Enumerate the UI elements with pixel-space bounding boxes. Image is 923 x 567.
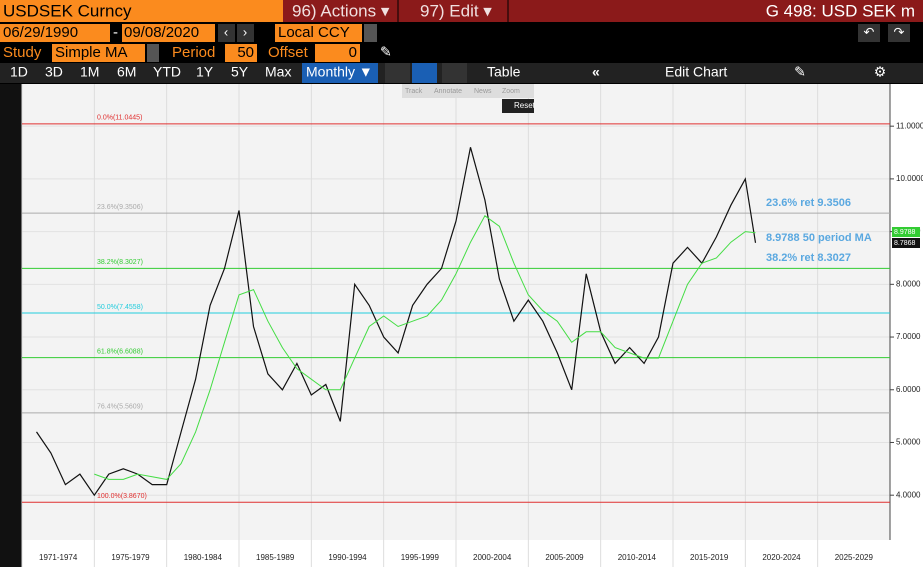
range-button[interactable]: 5Y	[231, 64, 249, 80]
last-value-label: 8.9788	[894, 229, 916, 236]
study-label: Study	[3, 44, 42, 61]
range-button[interactable]: 1Y	[196, 64, 214, 80]
palette-tool[interactable]: Annotate	[434, 88, 462, 95]
x-tick-label: 2000-2004	[473, 553, 512, 562]
x-tick-label: 1990-1994	[328, 553, 367, 562]
range-button[interactable]: 1D	[10, 64, 28, 80]
x-tick-label: 2010-2014	[618, 553, 657, 562]
bar-chart-button[interactable]	[412, 63, 437, 83]
annotation: 8.9788 50 period MA	[766, 232, 872, 244]
x-tick-label: 1995-1999	[401, 553, 440, 562]
study-field[interactable]	[52, 44, 145, 62]
retracement-label: 0.0%(11.0445)	[97, 115, 142, 122]
redo-button[interactable]	[888, 24, 910, 42]
frequency-button[interactable]	[302, 63, 378, 83]
start-date-field[interactable]	[0, 24, 110, 42]
security: USDSEK Curncy	[3, 1, 132, 20]
palette-tool[interactable]: News	[474, 88, 492, 95]
range-button[interactable]: 3D	[45, 64, 63, 80]
chart-type-dropdown[interactable]	[442, 63, 467, 83]
settings-button[interactable]: ⚙	[874, 64, 887, 80]
x-tick-label: 2015-2019	[690, 553, 729, 562]
end-date-field[interactable]	[122, 24, 215, 42]
period-label: Period	[172, 44, 215, 61]
period-field[interactable]	[225, 44, 257, 62]
end-date: 09/08/2020	[124, 24, 199, 41]
edit-menu[interactable]: 97) Edit ▾	[420, 1, 492, 20]
range-button[interactable]: YTD	[153, 64, 181, 80]
series-line	[36, 147, 757, 497]
prev-icon: ‹	[224, 24, 228, 39]
collapse-button[interactable]: «	[592, 64, 600, 80]
y-tick-label: 6.0000	[896, 385, 921, 394]
offset-value: 0	[349, 44, 357, 61]
palette-tool[interactable]: Zoom	[502, 88, 520, 95]
y-tick-label: 7.0000	[896, 332, 921, 341]
range-button[interactable]: 6M	[117, 64, 136, 80]
retracement-label: 38.2%(8.3027)	[97, 259, 143, 266]
annotation: 23.6% ret 9.3506	[766, 197, 851, 209]
y-tick-label: 5.0000	[896, 438, 921, 447]
retracement-label: 50.0%(7.4558)	[97, 304, 143, 311]
currency: Local CCY	[278, 24, 350, 41]
retracement-label: 23.6%(9.3506)	[97, 204, 143, 211]
start-date: 06/29/1990	[3, 24, 78, 41]
next-icon: ›	[243, 24, 247, 39]
x-tick-label: 1980-1984	[184, 553, 223, 562]
next-button[interactable]	[237, 24, 254, 42]
currency-dropdown[interactable]	[364, 24, 377, 42]
x-tick-label: 1975-1979	[111, 553, 150, 562]
y-tick-label: 8.0000	[896, 279, 921, 288]
pen-icon[interactable]: ✎	[380, 44, 392, 60]
x-tick-label: 2020-2024	[762, 553, 801, 562]
offset-label: Offset	[268, 44, 309, 61]
tool-palette	[402, 84, 534, 98]
edit-chart-button[interactable]: Edit Chart	[665, 64, 727, 80]
x-tick-label: 2005-2009	[545, 553, 584, 562]
draw-button[interactable]: ✎	[794, 64, 806, 80]
period-value: 50	[237, 44, 254, 61]
redo-icon: ↷	[894, 24, 905, 39]
x-tick-label: 1985-1989	[256, 553, 295, 562]
palette-tool[interactable]: Track	[405, 88, 423, 95]
study-dropdown[interactable]	[147, 44, 159, 62]
prev-button[interactable]	[218, 24, 235, 42]
retracement-label: 76.4%(5.5609)	[97, 404, 143, 411]
currency-field[interactable]	[275, 24, 362, 42]
table-button[interactable]: Table	[487, 64, 521, 80]
offset-field[interactable]	[315, 44, 360, 62]
retracement-label: 100.0%(3.8670)	[97, 493, 147, 500]
reset-button[interactable]: Reset	[514, 101, 536, 110]
range-button[interactable]: 1M	[80, 64, 99, 80]
range-button[interactable]: Max	[265, 64, 291, 80]
retracement-label: 61.8%(6.6088)	[97, 349, 143, 356]
x-tick-label: 1971-1974	[39, 553, 78, 562]
y-tick-label: 4.0000	[896, 490, 921, 499]
last-value-tag	[892, 227, 920, 237]
date-separator: -	[113, 24, 118, 41]
last-value-tag	[892, 238, 920, 248]
frequency: Monthly ▼	[306, 64, 373, 80]
y-tick-label: 10.0000	[896, 174, 923, 183]
line-chart-button[interactable]	[385, 63, 410, 83]
left-toolbar	[0, 84, 22, 567]
study-value: Simple MA	[55, 44, 128, 61]
annotation: 38.2% ret 8.3027	[766, 252, 851, 264]
last-value-label: 8.7868	[894, 240, 916, 247]
menu-bar	[283, 0, 923, 22]
reset-box	[502, 99, 534, 113]
x-tick-label: 2025-2029	[835, 553, 874, 562]
actions-menu[interactable]: 96) Actions ▾	[292, 1, 390, 20]
undo-icon: ↶	[864, 24, 875, 39]
function-code: G 498: USD SEK m	[766, 1, 915, 20]
undo-button[interactable]	[858, 24, 880, 42]
security-field[interactable]	[0, 0, 283, 22]
y-tick-label: 11.0000	[896, 121, 923, 130]
series-line	[94, 215, 756, 480]
